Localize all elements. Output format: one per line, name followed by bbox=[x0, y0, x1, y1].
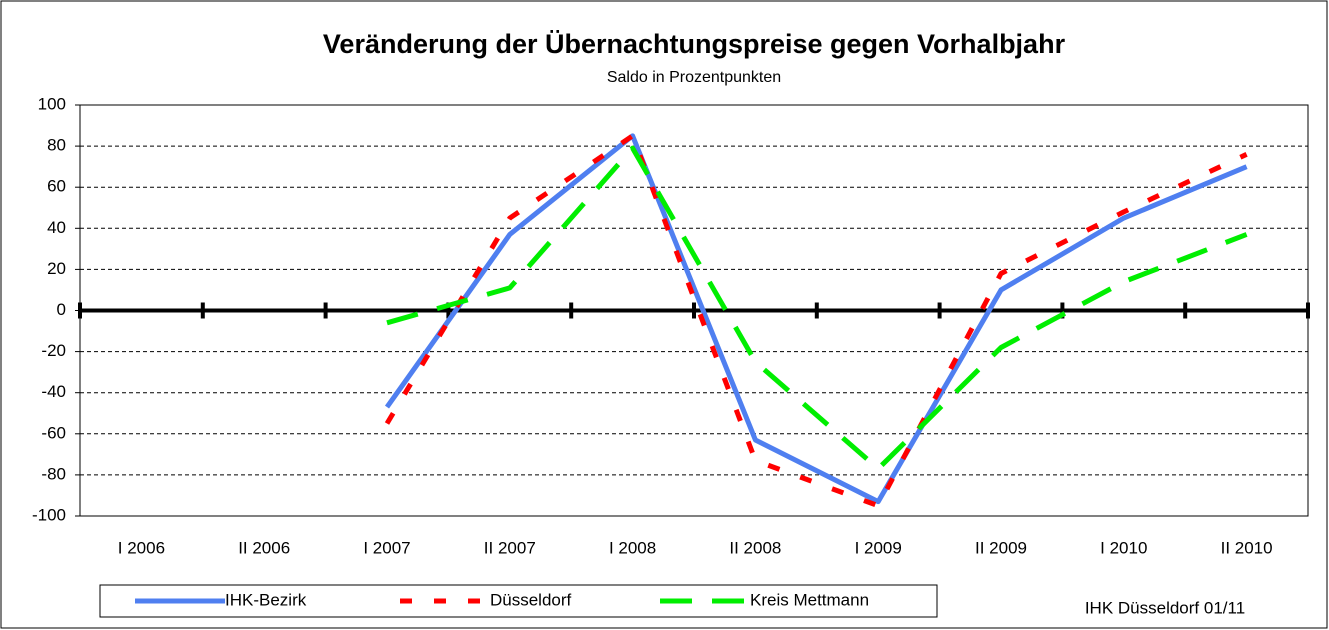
x-tick-label: I 2009 bbox=[855, 538, 902, 557]
y-tick-label: 100 bbox=[38, 94, 66, 113]
x-tick-label: II 2007 bbox=[484, 538, 536, 557]
y-tick-label: -60 bbox=[41, 423, 66, 442]
legend-label: Düsseldorf bbox=[490, 590, 572, 609]
x-tick-label: II 2010 bbox=[1221, 538, 1273, 557]
y-tick-label: 20 bbox=[47, 259, 66, 278]
y-tick-label: -20 bbox=[41, 341, 66, 360]
x-tick-label: II 2009 bbox=[975, 538, 1027, 557]
x-tick-label: I 2006 bbox=[118, 538, 165, 557]
x-tick-label: II 2008 bbox=[729, 538, 781, 557]
series-line bbox=[384, 133, 1248, 505]
y-tick-label: -100 bbox=[32, 505, 66, 524]
x-tick-label: II 2006 bbox=[238, 538, 290, 557]
series-line bbox=[386, 145, 1248, 472]
y-tick-label: -40 bbox=[41, 382, 66, 401]
y-tick-label: 80 bbox=[47, 136, 66, 155]
chart-title: Veränderung der Übernachtungspreise gege… bbox=[323, 29, 1066, 59]
legend-label: IHK-Bezirk bbox=[225, 590, 307, 609]
y-tick-label: 60 bbox=[47, 177, 66, 196]
x-tick-label: I 2008 bbox=[609, 538, 656, 557]
y-tick-label: -80 bbox=[41, 464, 66, 483]
y-tick-label: 0 bbox=[57, 300, 66, 319]
y-tick-label: 40 bbox=[47, 218, 66, 237]
footer: IHK Düsseldorf 01/11 bbox=[1085, 598, 1245, 617]
chart-subtitle: Saldo in Prozentpunkten bbox=[607, 69, 781, 86]
x-tick-label: I 2007 bbox=[363, 538, 410, 557]
legend-label: Kreis Mettmann bbox=[750, 590, 869, 609]
x-tick-label: I 2010 bbox=[1100, 538, 1147, 557]
legend-box bbox=[99, 584, 938, 618]
